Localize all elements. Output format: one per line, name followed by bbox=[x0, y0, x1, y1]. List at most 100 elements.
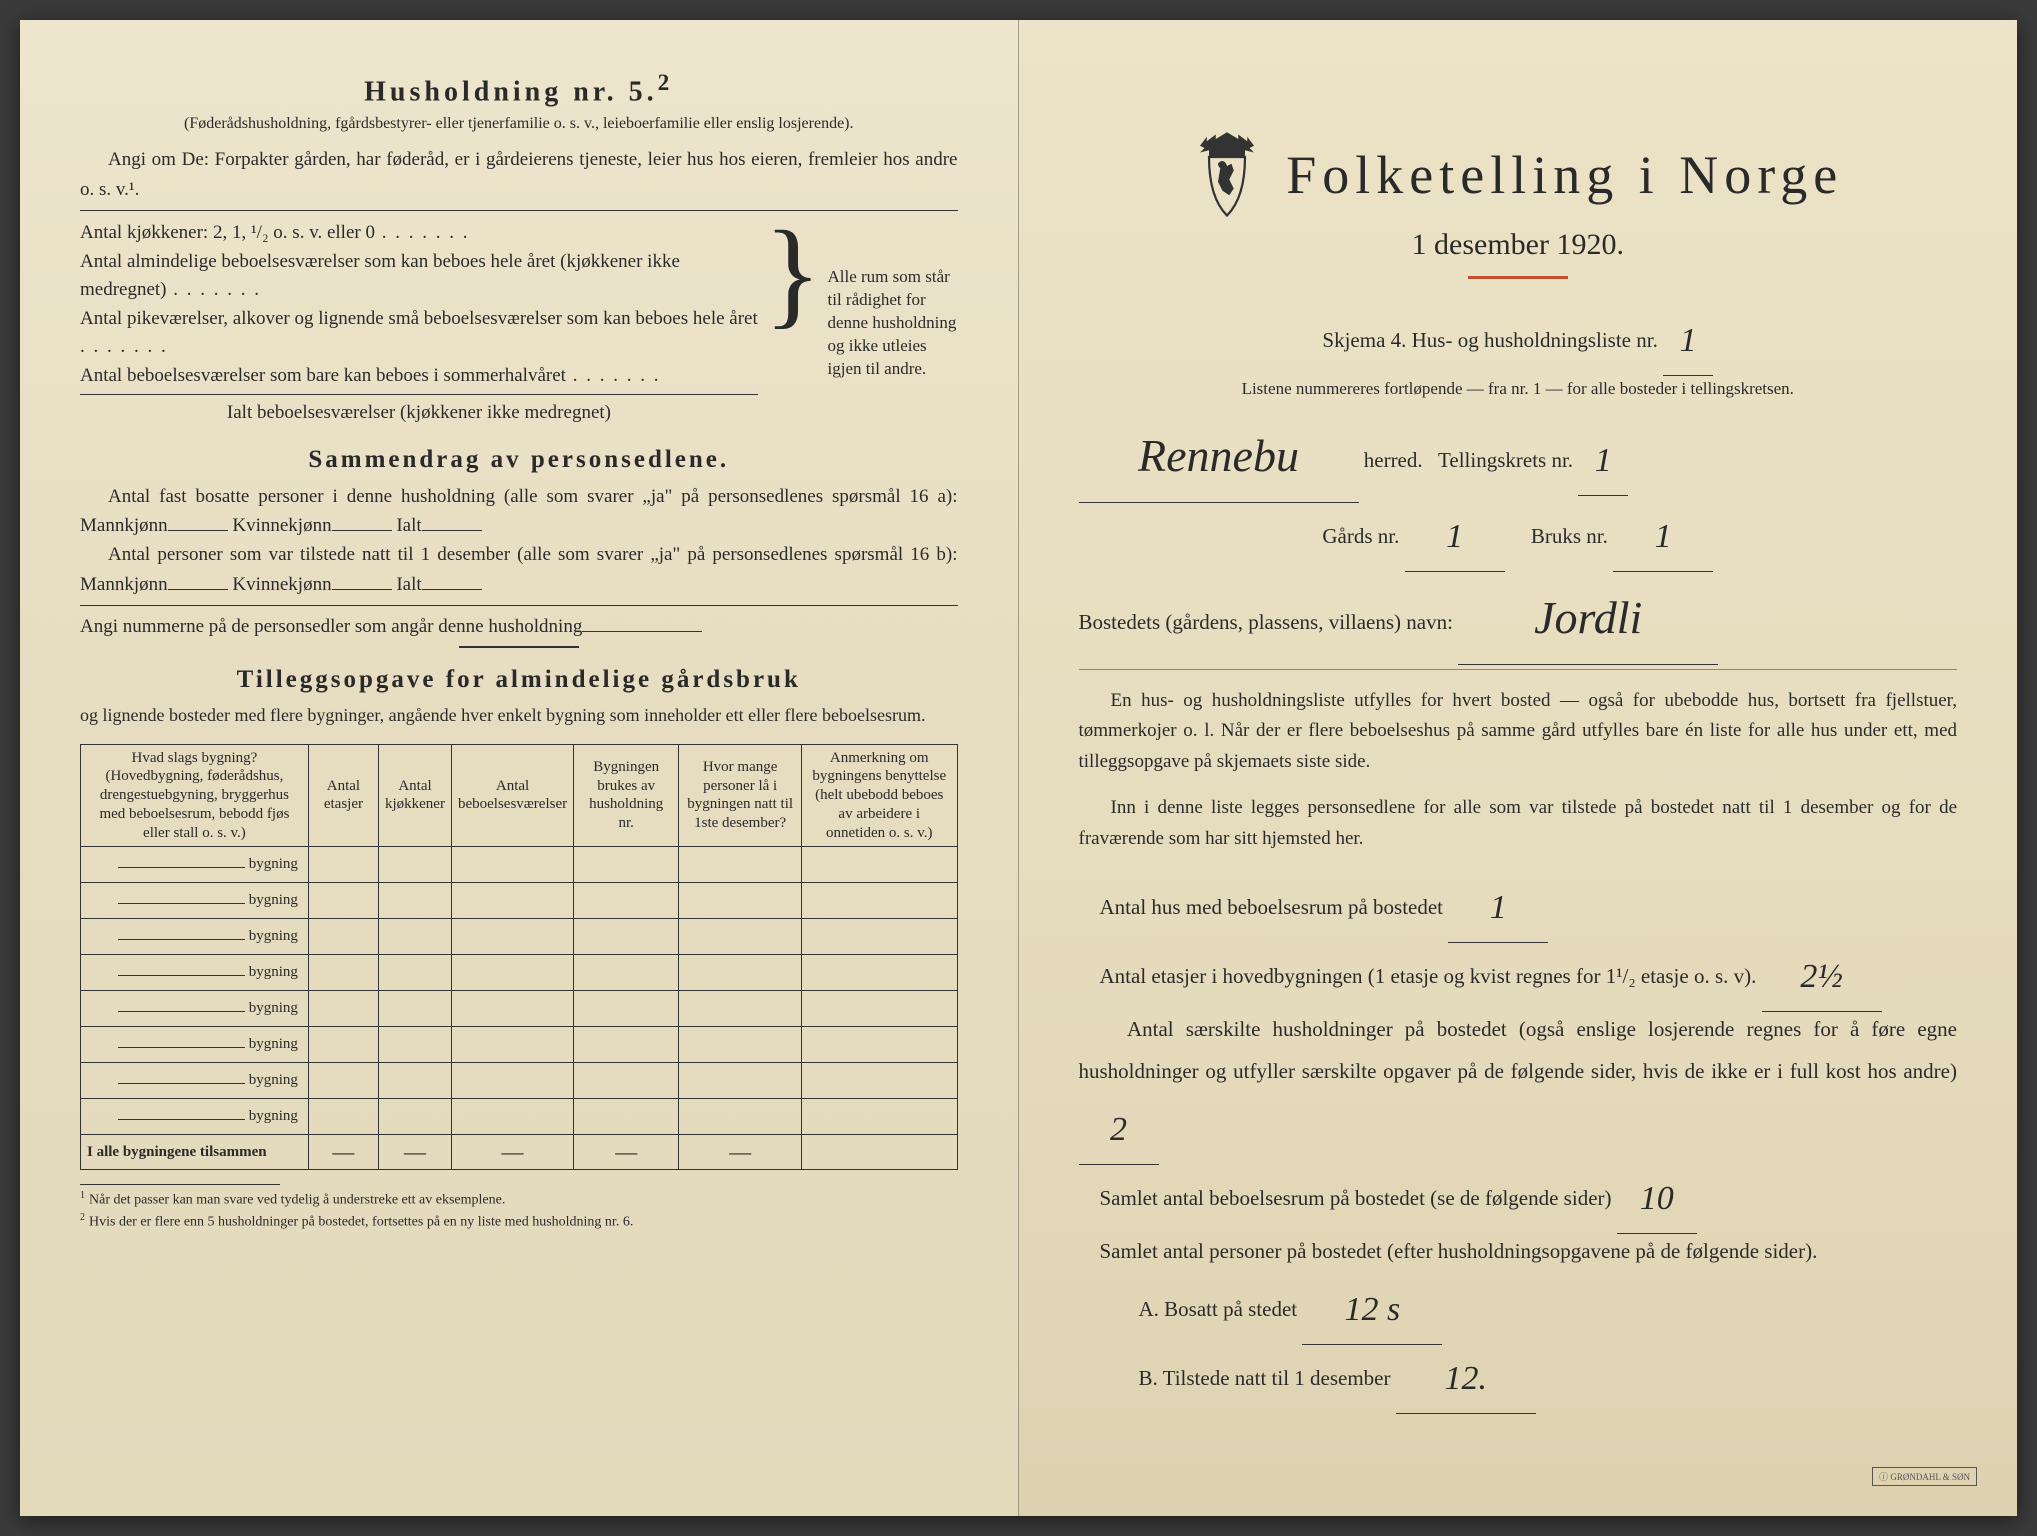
s2l3: Angi nummerne på de personsedler som ang… bbox=[80, 616, 582, 637]
table-row: bygning bbox=[81, 847, 958, 883]
q3-value: 2 bbox=[1079, 1096, 1159, 1165]
blank-cell bbox=[308, 883, 378, 919]
blank-cell bbox=[801, 883, 957, 919]
q4-value: 10 bbox=[1617, 1165, 1697, 1234]
gards-value: 1 bbox=[1405, 503, 1505, 572]
blank-cell bbox=[378, 1027, 451, 1063]
heading-subnote: (Føderådshusholdning, fgårdsbestyrer- el… bbox=[80, 114, 958, 135]
s2-line3: Angi nummerne på de personsedler som ang… bbox=[80, 612, 958, 641]
short-rule-1 bbox=[459, 646, 579, 648]
footnotes: 1Når det passer kan man svare ved tydeli… bbox=[80, 1184, 958, 1232]
q1-label: Antal hus med beboelsesrum på bostedet bbox=[1100, 895, 1444, 919]
s2-line1: Antal fast bosatte personer i denne hush… bbox=[80, 482, 958, 541]
section3-sub: og lignende bosteder med flere bygninger… bbox=[80, 702, 958, 730]
divider bbox=[80, 210, 958, 211]
skjema-line: Skjema 4. Hus- og husholdningsliste nr. … bbox=[1079, 303, 1958, 372]
brace-right-note: Alle rum som står til rådighet for denne… bbox=[828, 266, 958, 381]
title-row: Folketelling i Norge bbox=[1079, 130, 1958, 220]
qa-label: A. Bosatt på stedet bbox=[1139, 1297, 1298, 1321]
blank-cell bbox=[308, 1027, 378, 1063]
blank-cell bbox=[574, 1099, 679, 1135]
gards-line: Gårds nr. 1 Bruks nr. 1 bbox=[1079, 499, 1958, 568]
brace-line-1: Antal kjøkkener: 2, 1, ¹/₂ o. s. v. elle… bbox=[80, 219, 758, 248]
row-label-cell: bygning bbox=[81, 1099, 309, 1135]
th-4: Bygningen brukes av husholdning nr. bbox=[574, 744, 679, 847]
row-label-cell: bygning bbox=[81, 883, 309, 919]
footer-dash-1: — bbox=[308, 1135, 378, 1170]
left-page: Husholdning nr. 5.2 (Føderådshusholdning… bbox=[20, 20, 1019, 1516]
qa-line: A. Bosatt på stedet 12 s bbox=[1079, 1272, 1958, 1341]
th-6: Anmerkning om bygningens benyttelse (hel… bbox=[801, 744, 957, 847]
footer-blank bbox=[801, 1135, 957, 1170]
red-rule bbox=[1468, 276, 1568, 279]
blank-cell bbox=[451, 847, 573, 883]
bosted-value: Jordli bbox=[1458, 572, 1718, 665]
blank-cell bbox=[679, 991, 802, 1027]
household-heading: Husholdning nr. 5.2 bbox=[80, 70, 958, 108]
blank-cell bbox=[679, 883, 802, 919]
brace-block: Antal kjøkkener: 2, 1, ¹/₂ o. s. v. elle… bbox=[80, 219, 958, 428]
footer-dash-3: — bbox=[451, 1135, 573, 1170]
coat-of-arms-icon bbox=[1192, 130, 1262, 220]
blank-cell bbox=[801, 847, 957, 883]
qb-value: 12. bbox=[1396, 1345, 1536, 1414]
blank-cell bbox=[679, 919, 802, 955]
blank-cell bbox=[679, 1063, 802, 1099]
herred-label: herred. bbox=[1364, 448, 1423, 472]
rp2-text: Inn i denne liste legges personsedlene f… bbox=[1079, 793, 1958, 854]
q4-line: Samlet antal beboelsesrum på bostedet (s… bbox=[1079, 1161, 1958, 1230]
q5-line: Samlet antal personer på bostedet (efter… bbox=[1079, 1230, 1958, 1272]
blank-cell bbox=[801, 1099, 957, 1135]
blank-cell bbox=[378, 1099, 451, 1135]
footnote-2: 2Hvis der er flere enn 5 husholdninger p… bbox=[80, 1211, 958, 1232]
s2-line2: Antal personer som var tilstede natt til… bbox=[80, 540, 958, 599]
th-1: Antal etasjer bbox=[308, 744, 378, 847]
blank-cell bbox=[574, 847, 679, 883]
blank-cell bbox=[679, 1027, 802, 1063]
bl3-text: Antal pikeværelser, alkover og lignende … bbox=[80, 308, 758, 329]
bl4-text: Antal beboelsesværelser som bare kan beb… bbox=[80, 365, 566, 386]
blank-cell bbox=[801, 955, 957, 991]
blank-cell bbox=[451, 955, 573, 991]
qa-value: 12 s bbox=[1302, 1276, 1442, 1345]
table-row: bygning bbox=[81, 991, 958, 1027]
table-body: bygning bygning bygning bygning bygning … bbox=[81, 847, 958, 1135]
farm-table: Hvad slags bygning? (Hovedbygning, føder… bbox=[80, 744, 958, 1171]
blank-cell bbox=[679, 847, 802, 883]
blank-cell bbox=[801, 919, 957, 955]
blank-cell bbox=[378, 847, 451, 883]
row-label-cell: bygning bbox=[81, 1027, 309, 1063]
rp1-text: En hus- og husholdningsliste utfylles fo… bbox=[1079, 686, 1958, 777]
q4-label: Samlet antal beboelsesrum på bostedet (s… bbox=[1100, 1186, 1612, 1210]
blank-cell bbox=[679, 1099, 802, 1135]
blank-cell bbox=[801, 991, 957, 1027]
fn-rule bbox=[80, 1184, 280, 1185]
footer-dash-5: — bbox=[679, 1135, 802, 1170]
q2-value: 2½ bbox=[1762, 943, 1882, 1012]
bosted-label: Bostedets (gårdens, plassens, villaens) … bbox=[1079, 610, 1453, 634]
blank-cell bbox=[451, 1099, 573, 1135]
table-row: bygning bbox=[81, 883, 958, 919]
heading-text: Husholdning nr. 5. bbox=[364, 76, 658, 107]
section2-title: Sammendrag av personsedlene. bbox=[80, 446, 958, 474]
blank-cell bbox=[378, 883, 451, 919]
tellingskrets-value: 1 bbox=[1578, 427, 1628, 496]
bruks-value: 1 bbox=[1613, 503, 1713, 572]
right-page: Folketelling i Norge 1 desember 1920. Sk… bbox=[1019, 20, 2018, 1516]
divider-2 bbox=[80, 605, 958, 606]
q2-label: Antal etasjer i hovedbygningen (1 etasje… bbox=[1100, 964, 1757, 988]
fn1-text: Når det passer kan man svare ved tydelig… bbox=[89, 1193, 505, 1208]
q1-value: 1 bbox=[1448, 874, 1548, 943]
skjema-value: 1 bbox=[1663, 307, 1713, 376]
bruks-label: Bruks nr. bbox=[1531, 524, 1608, 548]
q3-label: Antal særskilte husholdninger på bostede… bbox=[1079, 1017, 1958, 1083]
brace-line-5: Ialt beboelsesværelser (kjøkkener ikke m… bbox=[80, 399, 758, 428]
blank-cell bbox=[574, 1063, 679, 1099]
blank-cell bbox=[451, 919, 573, 955]
table-row: bygning bbox=[81, 1063, 958, 1099]
brace-line-4: Antal beboelsesværelser som bare kan beb… bbox=[80, 362, 758, 391]
blank-cell bbox=[308, 955, 378, 991]
sub-date: 1 desember 1920. bbox=[1079, 228, 1958, 262]
blank-cell bbox=[451, 883, 573, 919]
document-spread: Husholdning nr. 5.2 (Føderådshusholdning… bbox=[20, 20, 2017, 1516]
